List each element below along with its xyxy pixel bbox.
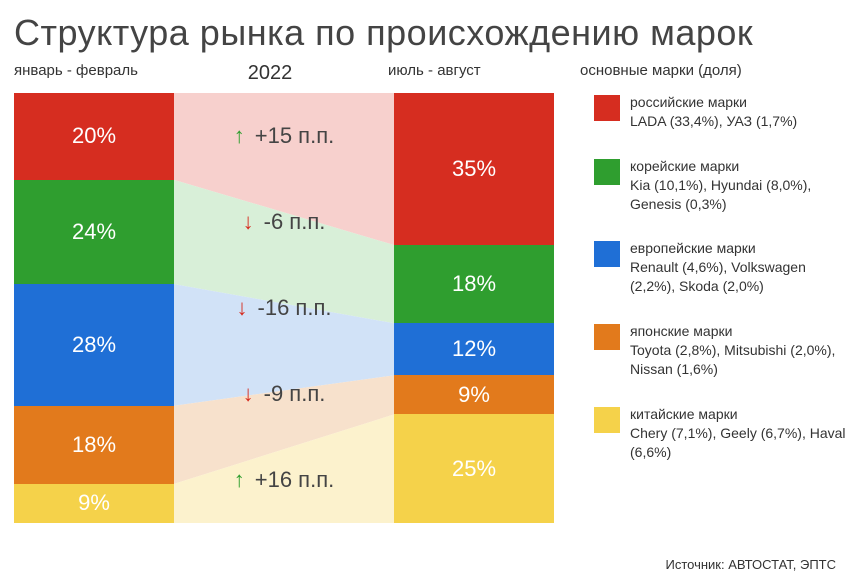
legend-title: китайские марки bbox=[630, 405, 849, 424]
legend-detail: Toyota (2,8%), Mitsubishi (2,0%), Nissan… bbox=[630, 341, 849, 379]
arrow-down-icon: ↓ bbox=[243, 381, 254, 407]
legend-item-4: китайские маркиChery (7,1%), Geely (6,7%… bbox=[594, 405, 849, 462]
bar-right-seg-kr: 18% bbox=[394, 245, 554, 323]
legend-item-0: российские маркиLADA (33,4%), УАЗ (1,7%) bbox=[594, 93, 849, 131]
arrow-down-icon: ↓ bbox=[237, 295, 248, 321]
legend-text: японские маркиToyota (2,8%), Mitsubishi … bbox=[630, 322, 849, 379]
legend-title: японские марки bbox=[630, 322, 849, 341]
delta-label: +15 п.п. bbox=[255, 123, 334, 149]
legend-detail: Chery (7,1%), Geely (6,7%), Haval (6,6%) bbox=[630, 424, 849, 462]
delta-row-jp: ↓ -9 п.п. bbox=[174, 351, 394, 437]
legend-detail: LADA (33,4%), УАЗ (1,7%) bbox=[630, 112, 797, 131]
legend-text: российские маркиLADA (33,4%), УАЗ (1,7%) bbox=[630, 93, 797, 131]
delta-row-cn: ↑ +16 п.п. bbox=[174, 437, 394, 523]
legend-title: российские марки bbox=[630, 93, 797, 112]
delta-row-ru: ↑ +15 п.п. bbox=[174, 93, 394, 179]
legend-swatch bbox=[594, 407, 620, 433]
delta-label: -9 п.п. bbox=[264, 381, 326, 407]
bar-left-seg-jp: 18% bbox=[14, 406, 174, 484]
legend-text: китайские маркиChery (7,1%), Geely (6,7%… bbox=[630, 405, 849, 462]
arrow-down-icon: ↓ bbox=[243, 209, 254, 235]
legend-swatch bbox=[594, 159, 620, 185]
bar-left-seg-ru: 20% bbox=[14, 93, 174, 180]
legend-text: европейские маркиRenault (4,6%), Volkswa… bbox=[630, 239, 849, 296]
legend-detail: Renault (4,6%), Volkswagen (2,2%), Skoda… bbox=[630, 258, 849, 296]
bar-right-seg-cn: 25% bbox=[394, 414, 554, 523]
legend-swatch bbox=[594, 95, 620, 121]
legend-text: корейские маркиKia (10,1%), Hyundai (8,0… bbox=[630, 157, 849, 214]
delta-row-kr: ↓ -6 п.п. bbox=[174, 179, 394, 265]
bar-right: 35%18%12%9%25% bbox=[394, 93, 554, 523]
bar-left-seg-eu: 28% bbox=[14, 284, 174, 406]
chart-area: 20%24%28%18%9% 35%18%12%9%25% ↑+15 п.п.↓… bbox=[14, 93, 850, 523]
delta-row-eu: ↓ -16 п.п. bbox=[174, 265, 394, 351]
bar-left-seg-cn: 9% bbox=[14, 484, 174, 523]
column-headers: январь - февраль 2022 июль - август осно… bbox=[0, 62, 850, 93]
legend-swatch bbox=[594, 324, 620, 350]
legend-detail: Kia (10,1%), Hyundai (8,0%), Genesis (0,… bbox=[630, 176, 849, 214]
source-attribution: Источник: АВТОСТАТ, ЭПТС bbox=[665, 557, 836, 572]
legend: российские маркиLADA (33,4%), УАЗ (1,7%)… bbox=[594, 93, 849, 523]
delta-label: -6 п.п. bbox=[264, 209, 326, 235]
bar-left-seg-kr: 24% bbox=[14, 180, 174, 284]
delta-label: +16 п.п. bbox=[255, 467, 334, 493]
bar-right-seg-eu: 12% bbox=[394, 323, 554, 375]
legend-item-3: японские маркиToyota (2,8%), Mitsubishi … bbox=[594, 322, 849, 379]
delta-column: ↑ +15 п.п. ↓ -6 п.п. ↓ -16 п.п. ↓ -9 п.п. ↑ +16 п… bbox=[174, 93, 394, 523]
header-left: январь - февраль bbox=[0, 62, 160, 85]
bar-right-seg-jp: 9% bbox=[394, 375, 554, 414]
legend-title: европейские марки bbox=[630, 239, 849, 258]
delta-label: -16 п.п. bbox=[258, 295, 332, 321]
header-year: 2022 bbox=[160, 62, 380, 85]
header-right: июль - август bbox=[380, 62, 540, 85]
chart-title: Структура рынка по происхождению марок bbox=[0, 0, 850, 62]
legend-swatch bbox=[594, 241, 620, 267]
bar-left: 20%24%28%18%9% bbox=[14, 93, 174, 523]
legend-title: корейские марки bbox=[630, 157, 849, 176]
header-legend: основные марки (доля) bbox=[540, 62, 850, 85]
arrow-up-icon: ↑ bbox=[234, 123, 245, 149]
legend-item-2: европейские маркиRenault (4,6%), Volkswa… bbox=[594, 239, 849, 296]
legend-item-1: корейские маркиKia (10,1%), Hyundai (8,0… bbox=[594, 157, 849, 214]
arrow-up-icon: ↑ bbox=[234, 467, 245, 493]
bar-right-seg-ru: 35% bbox=[394, 93, 554, 245]
